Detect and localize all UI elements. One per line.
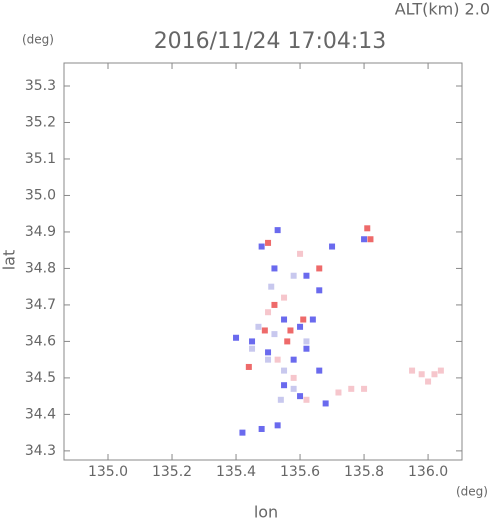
radar-point: [290, 272, 297, 279]
radar-point: [361, 385, 368, 392]
radar-point: [249, 338, 256, 345]
radar-point: [425, 378, 432, 385]
radar-point: [271, 301, 278, 308]
y-tick-label: 35.1: [25, 151, 56, 167]
chart-title: 2016/11/24 17:04:13: [154, 29, 387, 54]
x-tick-label: 136.0: [408, 464, 448, 480]
radar-point: [239, 429, 246, 436]
y-tick-label: 34.9: [25, 224, 56, 240]
radar-point: [316, 287, 323, 294]
x-unit: (deg): [456, 485, 488, 499]
radar-point: [261, 327, 268, 334]
y-tick-label: 34.8: [25, 260, 56, 276]
radar-point: [316, 367, 323, 374]
radar-point: [303, 345, 310, 352]
x-tick-label: 135.8: [344, 464, 384, 480]
radar-point: [268, 283, 275, 290]
radar-point: [274, 356, 281, 363]
radar-point: [255, 323, 262, 330]
x-tick-label: 135.6: [280, 464, 320, 480]
y-tick-label: 35.3: [25, 78, 56, 94]
radar-point: [265, 239, 272, 246]
radar-point: [290, 356, 297, 363]
radar-point: [265, 309, 272, 316]
radar-point: [290, 385, 297, 392]
radar-point: [245, 363, 252, 370]
plot-frame: [63, 62, 463, 461]
radar-point: [300, 316, 307, 323]
radar-point: [316, 265, 323, 272]
radar-point: [364, 225, 371, 232]
radar-point: [284, 338, 291, 345]
radar-point: [287, 327, 294, 334]
radar-point: [274, 422, 281, 429]
radar-point: [348, 385, 355, 392]
radar-point: [297, 323, 304, 330]
y-tick-label: 35.0: [25, 187, 56, 203]
radar-point: [297, 393, 304, 400]
radar-point: [281, 382, 288, 389]
radar-point: [335, 389, 342, 396]
radar-point: [281, 367, 288, 374]
radar-point: [274, 227, 281, 234]
radar-point: [281, 316, 288, 323]
radar-point: [265, 356, 272, 363]
radar-point: [367, 236, 374, 243]
radar-point: [322, 400, 329, 407]
radar-point: [418, 371, 425, 378]
radar-point: [271, 265, 278, 272]
x-axis-label: lon: [254, 503, 278, 521]
radar-point: [309, 316, 316, 323]
radar-point: [303, 396, 310, 403]
radar-point: [303, 338, 310, 345]
y-tick-label: 34.3: [25, 443, 56, 459]
radar-point: [271, 331, 278, 338]
y-tick-label: 34.7: [25, 297, 56, 313]
radar-point: [303, 272, 310, 279]
radar-point: [281, 294, 288, 301]
y-tick-label: 34.4: [25, 406, 56, 422]
y-unit: (deg): [22, 33, 54, 47]
radar-point: [258, 243, 265, 250]
radar-point: [233, 334, 240, 341]
radar-point: [361, 236, 368, 243]
radar-point: [437, 367, 444, 374]
radar-point: [297, 250, 304, 257]
radar-point: [409, 367, 416, 374]
x-tick-label: 135.0: [88, 464, 128, 480]
y-tick-label: 34.5: [25, 370, 56, 386]
radar-point: [277, 396, 284, 403]
y-axis-label: lat: [0, 250, 19, 271]
x-tick-label: 135.2: [152, 464, 192, 480]
radar-point: [258, 425, 265, 432]
y-tick-label: 35.2: [25, 114, 56, 130]
altitude-label: ALT(km) 2.0: [395, 0, 490, 19]
radar-point: [290, 374, 297, 381]
x-tick-label: 135.4: [216, 464, 256, 480]
radar-point: [249, 345, 256, 352]
radar-point: [329, 243, 336, 250]
radar-point: [431, 371, 438, 378]
radar-point: [265, 349, 272, 356]
y-tick-label: 34.6: [25, 333, 56, 349]
